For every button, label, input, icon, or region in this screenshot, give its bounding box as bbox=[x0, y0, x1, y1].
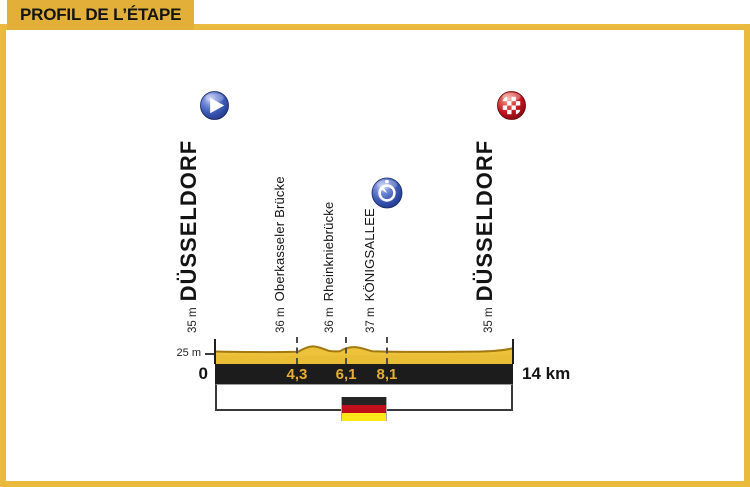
stopwatch-icon bbox=[371, 177, 403, 209]
elevation-tick-25m bbox=[205, 353, 214, 355]
german-flag bbox=[341, 397, 387, 421]
elevation-chart: 25 m 0 4,3 6,1 8,1 14 km bbox=[176, 0, 570, 487]
waypoint-name: Rheinkniebrücke bbox=[321, 201, 337, 302]
km-label-4-3: 4,3 bbox=[286, 366, 308, 383]
km-label-start: 0 bbox=[198, 364, 208, 383]
waypoint-name: Oberkasseler Brücke bbox=[271, 176, 287, 302]
checkered-flag-icon bbox=[497, 91, 526, 120]
km-label-6-1: 6,1 bbox=[335, 366, 357, 383]
flag-stripe-black bbox=[342, 397, 386, 405]
km-label-8-1: 8,1 bbox=[376, 366, 398, 383]
waypoint-name: KÖNIGSALLEE bbox=[361, 208, 377, 302]
play-icon bbox=[200, 91, 229, 120]
waypoint-label-oberkasseler-bruecke: 36 m Oberkasseler Brücke bbox=[272, 176, 289, 333]
waypoint-label-start: 35 m DÜSSELDORF bbox=[176, 139, 205, 333]
distance-bar bbox=[215, 364, 513, 384]
axis-tick-start bbox=[214, 339, 216, 364]
gridline-km-4-3 bbox=[295, 337, 298, 364]
waypoint-name: DÜSSELDORF bbox=[176, 139, 201, 302]
flag-stripe-red bbox=[342, 405, 386, 413]
elevation-profile-area bbox=[215, 345, 513, 364]
page-title: PROFIL DE L’ÉTAPE bbox=[7, 0, 195, 30]
gridline-km-8-1 bbox=[385, 337, 388, 364]
page-title-text: PROFIL DE L’ÉTAPE bbox=[20, 5, 182, 24]
waypoint-elevation: 35 m bbox=[187, 307, 199, 333]
card-border bbox=[0, 24, 750, 487]
elevation-tick-label: 25 m bbox=[176, 347, 201, 359]
waypoint-label-koenigsallee: 37 m KÖNIGSALLEE bbox=[362, 208, 379, 333]
km-label-finish: 14 km bbox=[522, 364, 571, 383]
waypoint-elevation: 36 m bbox=[274, 307, 287, 333]
waypoint-label-rheinkniebruecke: 36 m Rheinkniebrücke bbox=[321, 202, 338, 333]
gridline-km-6-1 bbox=[345, 337, 348, 364]
waypoint-elevation: 35 m bbox=[483, 307, 495, 333]
waypoint-label-finish: 35 m DÜSSELDORF bbox=[472, 139, 501, 333]
waypoint-name: DÜSSELDORF bbox=[472, 139, 497, 302]
waypoint-elevation: 36 m bbox=[324, 307, 337, 333]
axis-tick-finish bbox=[512, 339, 514, 364]
flag-stripe-gold bbox=[342, 413, 386, 421]
waypoint-elevation: 37 m bbox=[364, 307, 377, 333]
